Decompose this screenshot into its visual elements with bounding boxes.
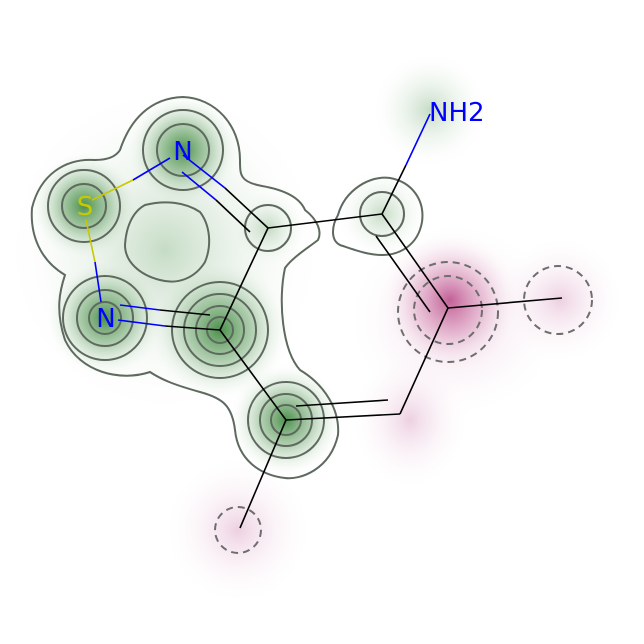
negative-contour [397,261,499,363]
atom-contour [171,281,269,379]
atom-contour [332,176,424,257]
bond-c-c [399,307,449,415]
atom-label-nitrogen-lower: N [96,304,115,334]
bonds [85,113,563,529]
atom-contour [259,393,313,447]
positive-weight-blob [370,50,490,170]
bond-s-n-lower [94,261,102,303]
bond-c-c-double [375,235,431,313]
contour-lines [30,95,593,554]
weight-density-map [0,50,625,605]
bond-c-c [219,329,287,421]
atom-contour [142,109,224,191]
bond-n-c-double [224,187,269,229]
atom-contour [183,293,257,367]
bond-n-c-double [164,325,221,331]
atom-labels: S N N NH2 [77,98,485,334]
atom-contour [62,275,148,361]
atom-contour [61,183,107,229]
bond-c-c-double [295,399,389,407]
bond-c-nh2 [381,164,407,215]
bond-c-nh2 [405,113,431,166]
bond-n-c-double [215,199,251,233]
bond-n-c-double [117,319,166,327]
bond-c-c-double [381,213,449,309]
atom-contour [156,123,210,177]
negative-weight-blob [350,350,470,490]
bond-c-c [267,213,383,229]
atom-contour [88,301,122,335]
bond-c-methyl [447,297,563,309]
atom-contour [195,305,245,355]
bond-n-c-double [181,171,217,201]
bond-s-n-upper [132,157,171,181]
atom-contour [359,191,405,237]
bond-s-n-lower [85,219,96,263]
bond-n-c-double [119,304,161,311]
negative-contour [214,506,262,554]
bond-c-methyl [239,419,287,529]
atom-contour [76,289,134,347]
bond-c-c-double [285,413,401,421]
positive-weight-blob [29,151,139,261]
negative-weight-blob [380,230,520,370]
atom-contour [247,381,325,459]
atom-label-sulfur: S [77,192,94,222]
bond-c-c [219,227,269,331]
inner-ring-contour [123,201,211,283]
positive-weight-blob [125,92,241,208]
outer-contour [30,95,340,480]
negative-contour [523,265,593,335]
atom-label-amine: NH2 [429,98,485,128]
atom-contour [47,169,121,243]
atom-label-nitrogen-upper: N [173,137,192,167]
atom-contour [206,316,234,344]
negative-weight-blob [495,235,625,365]
negative-contour [413,275,483,345]
negative-weight-blob [163,455,313,605]
bond-s-n-upper [91,179,134,201]
bond-n-c-double [182,154,226,189]
bond-n-c-double [159,309,211,316]
